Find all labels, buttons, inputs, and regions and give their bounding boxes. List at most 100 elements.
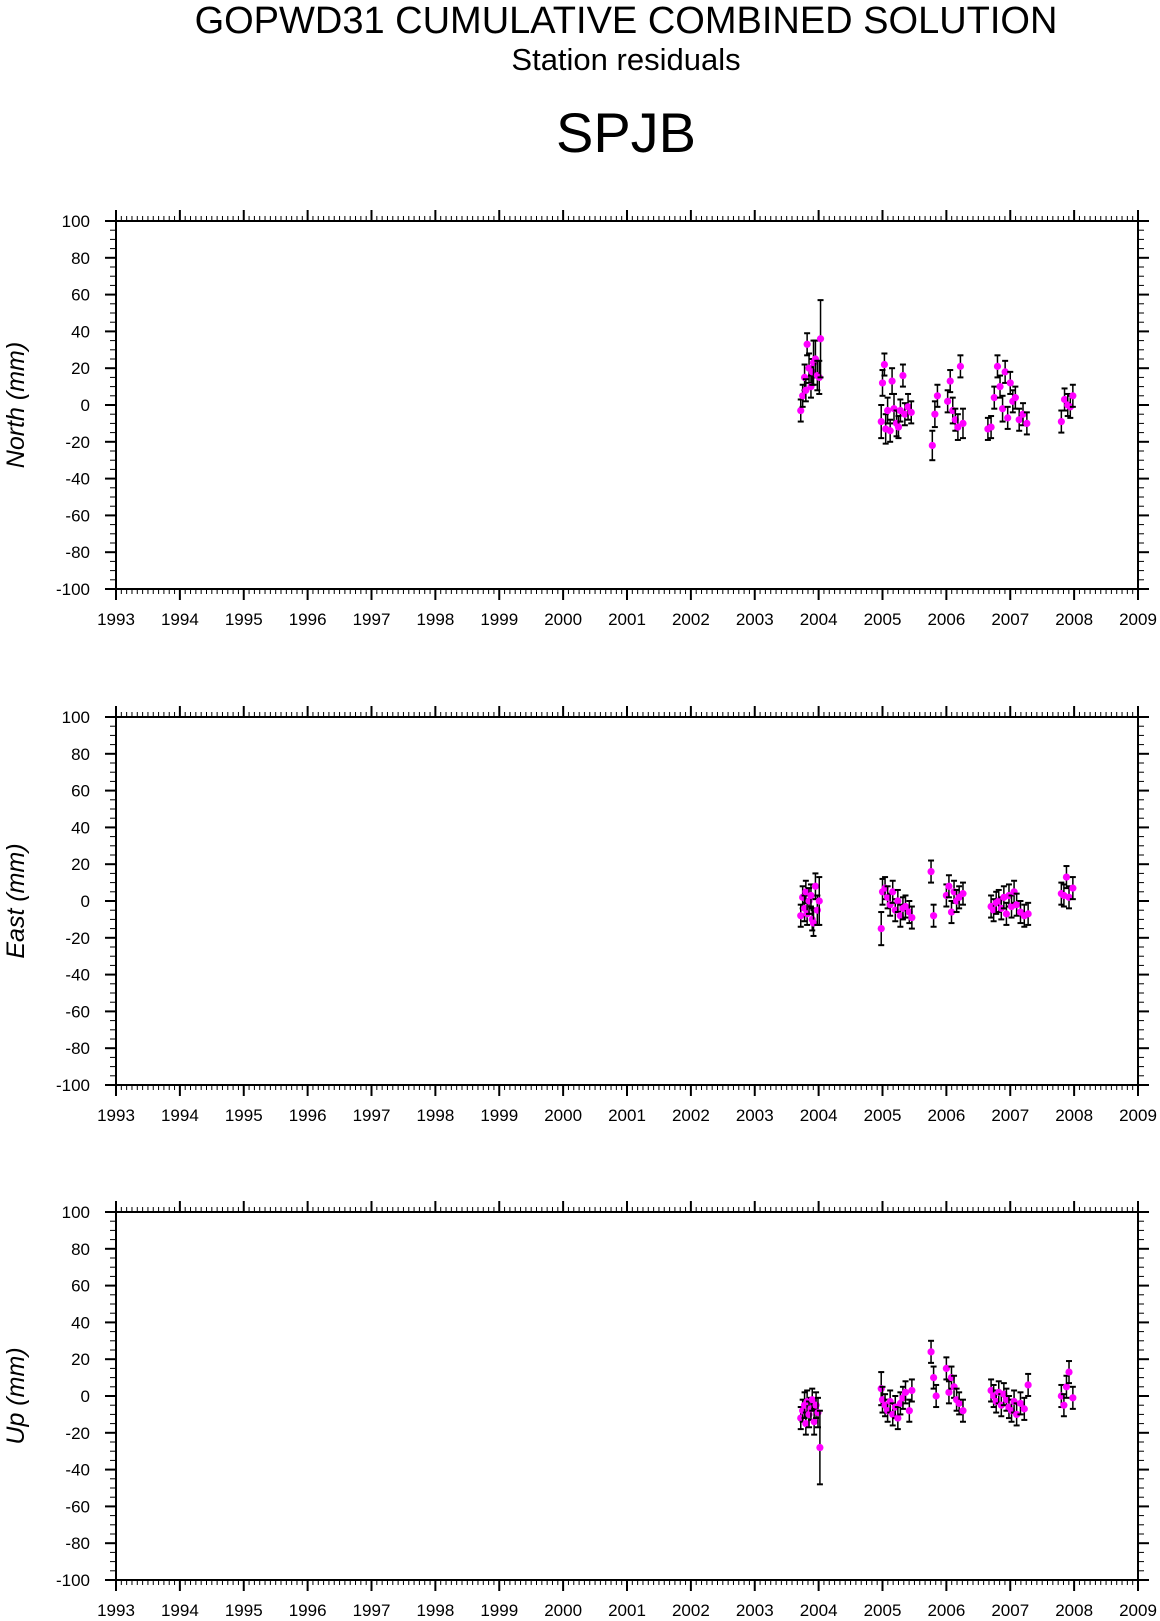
data-point: [901, 1388, 910, 1396]
x-tick-label: 2002: [672, 1601, 710, 1620]
y-tick-label: -80: [65, 543, 90, 562]
data-point: [888, 377, 896, 385]
plot-frame: [115, 220, 1139, 590]
x-tick-label: 1995: [225, 610, 263, 629]
data-point: [1062, 873, 1071, 881]
data-point: [955, 1399, 963, 1407]
x-tick-label: 2008: [1055, 1106, 1093, 1125]
x-tick-label: 2004: [800, 610, 838, 629]
x-tick-label: 2005: [864, 1106, 902, 1125]
data-point: [993, 362, 1002, 370]
data-point: [933, 392, 942, 400]
plot-frame: [115, 716, 1139, 1086]
x-tick-label: 1996: [289, 610, 327, 629]
x-tick-label: 2007: [991, 1106, 1029, 1125]
x-tick-label: 2009: [1119, 1106, 1157, 1125]
y-tick-label: 80: [71, 1240, 90, 1259]
data-point: [1020, 1405, 1028, 1413]
x-tick-label: 2006: [927, 1106, 965, 1125]
data-point: [816, 1443, 824, 1452]
data-point: [990, 394, 998, 402]
data-point: [930, 912, 938, 920]
data-point: [996, 383, 1004, 391]
data-point: [802, 1420, 810, 1428]
x-tick-label: 1993: [97, 1601, 135, 1620]
y-tick-label: -40: [65, 1461, 90, 1480]
data-point: [959, 890, 967, 898]
data-point: [947, 908, 956, 916]
data-point: [901, 410, 909, 418]
x-tick-label: 2004: [800, 1601, 838, 1620]
data-point: [928, 441, 936, 450]
y-tick-label: 0: [81, 396, 90, 415]
x-tick-label: 1998: [416, 1106, 454, 1125]
x-tick-label: 1999: [480, 1106, 518, 1125]
data-point: [807, 891, 815, 900]
y-tick-label: -40: [65, 966, 90, 985]
data-point: [894, 1414, 902, 1422]
plot-frame: [115, 1211, 1139, 1581]
x-tick-label: 1993: [97, 610, 135, 629]
data-point: [1000, 1390, 1008, 1398]
y-tick-label: -100: [56, 1571, 90, 1590]
x-tick-label: 2005: [864, 1601, 902, 1620]
x-tick-label: 2002: [672, 610, 710, 629]
chart-title: GOPWD31 CUMULATIVE COMBINED SOLUTION: [194, 0, 1058, 42]
data-point: [927, 867, 935, 876]
y-tick-label: 80: [71, 249, 90, 268]
y-tick-label: 20: [71, 1350, 90, 1369]
data-point: [1002, 1396, 1011, 1404]
data-point: [905, 1407, 913, 1415]
chart-subtitle: Station residuals: [511, 42, 741, 77]
x-tick-label: 2003: [736, 1106, 774, 1125]
data-point: [799, 392, 807, 400]
x-tick-label: 2006: [927, 610, 965, 629]
data-point: [1016, 1399, 1025, 1407]
x-tick-label: 2008: [1055, 1601, 1093, 1620]
y-tick-label: 100: [62, 1203, 90, 1222]
x-tick-label: 2000: [544, 610, 582, 629]
data-point: [899, 371, 907, 380]
data-point: [1015, 416, 1023, 424]
data-point: [954, 423, 962, 431]
data-point: [1023, 419, 1031, 427]
data-point: [932, 1392, 940, 1400]
x-tick-label: 2000: [544, 1106, 582, 1125]
data-point: [907, 408, 915, 416]
x-tick-label: 1994: [161, 1601, 199, 1620]
x-tick-label: 1997: [353, 1601, 391, 1620]
data-point: [908, 913, 916, 922]
data-point: [1060, 1401, 1068, 1409]
data-point: [816, 335, 825, 343]
data-point: [889, 888, 897, 896]
y-tick-label: -100: [56, 1076, 90, 1095]
y-tick-label: 100: [62, 212, 90, 231]
x-tick-label: 2003: [736, 1601, 774, 1620]
data-point: [905, 908, 913, 916]
data-point: [802, 888, 810, 896]
x-tick-label: 1994: [161, 610, 199, 629]
data-point: [1069, 1394, 1077, 1402]
x-tick-label: 1996: [289, 1106, 327, 1125]
data-point: [884, 406, 892, 415]
data-point: [908, 1386, 916, 1395]
y-axis-label: North (mm): [2, 342, 30, 468]
data-point: [1060, 395, 1069, 404]
data-point: [995, 897, 1003, 905]
y-tick-label: -40: [65, 470, 90, 489]
data-point: [896, 912, 904, 920]
x-tick-label: 1993: [97, 1106, 135, 1125]
y-tick-label: 40: [71, 818, 90, 837]
x-tick-label: 2005: [864, 610, 902, 629]
y-tick-label: 60: [71, 1277, 90, 1296]
x-tick-label: 2004: [800, 1106, 838, 1125]
x-tick-label: 2001: [608, 610, 646, 629]
data-point: [797, 912, 805, 920]
data-point: [959, 419, 967, 427]
x-tick-label: 1999: [480, 610, 518, 629]
data-point: [1011, 394, 1019, 402]
data-point: [1024, 1381, 1032, 1389]
data-point: [930, 1374, 938, 1382]
data-point: [942, 1364, 950, 1372]
